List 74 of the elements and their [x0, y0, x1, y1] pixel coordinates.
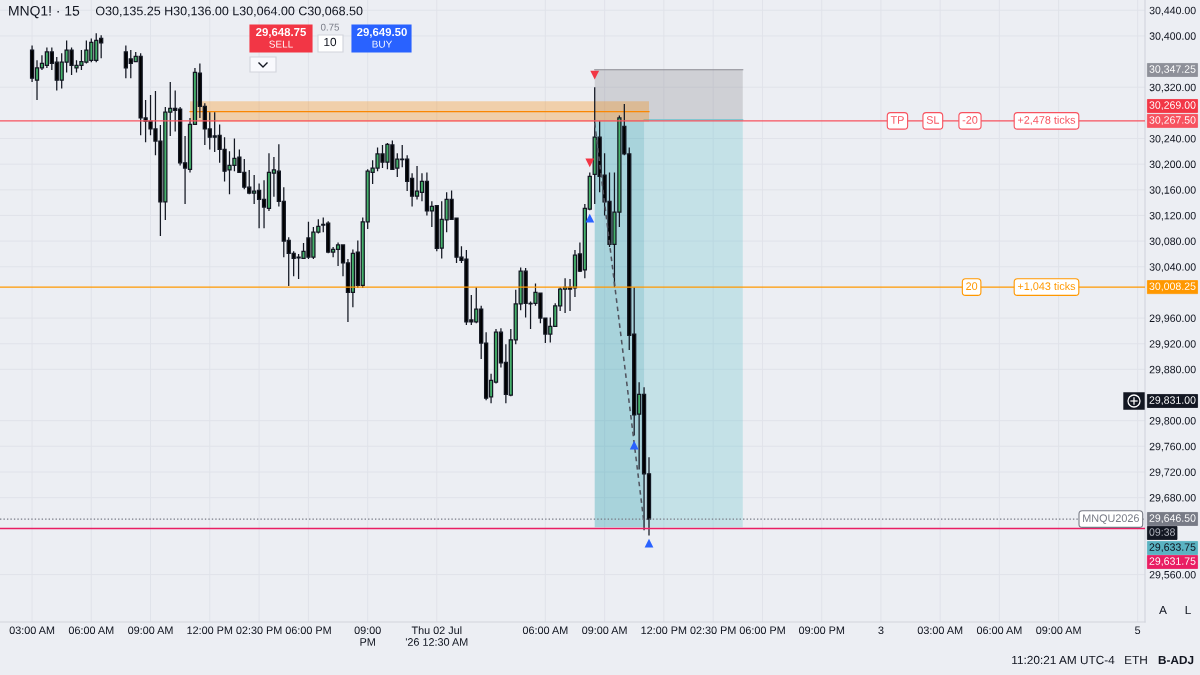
candlestick — [123, 44, 129, 79]
text: L — [1185, 605, 1191, 615]
annotation: 0.75 — [320, 23, 340, 31]
text: 11:20:21 AM UTC-4 — [1012, 655, 1115, 665]
y-tick-label: 30,400.00 — [1149, 32, 1196, 42]
chart-subtitle: O30,135.25 H30,136.00 L30,064.00 C30,068.50 — [95, 6, 363, 17]
x-tick-label: 09:00 PM — [354, 626, 381, 646]
y-tick-label: 30,320.00 — [1149, 83, 1196, 93]
x-tick-label: 5 — [1135, 626, 1141, 635]
x-tick-label: 12:00 PM — [641, 626, 687, 635]
x-tick-label: Thu 02 Jul '26 12:30 AM — [405, 626, 468, 646]
y-tick-label: 30,080.00 — [1149, 237, 1196, 247]
y-tick-label: 30,440.00 — [1149, 6, 1196, 16]
annotation: MNQU2026 — [1083, 514, 1139, 524]
x-tick-label: 03:00 AM — [9, 626, 55, 635]
x-tick-label: 09:00 AM — [582, 626, 627, 635]
text: 29,633.75 — [1149, 543, 1196, 553]
annotation: +1,043 ticks — [1017, 282, 1076, 292]
y-tick-label: 29,880.00 — [1149, 365, 1196, 375]
annotation: SL — [926, 116, 940, 124]
ref-line-label: 30,267.50 — [1149, 116, 1196, 125]
text: ETH — [1125, 655, 1147, 665]
y-tick-label: 30,120.00 — [1149, 211, 1196, 221]
annotation: 29,648.75 — [256, 27, 307, 38]
y-tick-label: 29,560.00 — [1149, 571, 1196, 580]
annotation: TP — [890, 116, 904, 124]
annotation: SELL — [269, 40, 293, 48]
x-tick-label: 06:00 AM — [68, 626, 114, 635]
annotation: 10 — [324, 37, 337, 47]
annotation: +2,478 ticks — [1017, 115, 1076, 126]
y-tick-label: 29,680.00 — [1149, 494, 1196, 503]
x-tick-label: 02:30 PM — [236, 626, 282, 635]
x-tick-label: 06:00 PM — [285, 626, 331, 635]
point — [590, 70, 600, 80]
y-tick-label: 30,240.00 — [1149, 134, 1196, 144]
text: 30,269.00 — [1149, 101, 1196, 111]
candlestick — [641, 386, 647, 531]
y-tick-label: 29,720.00 — [1149, 468, 1196, 478]
x-tick-label: 06:00 PM — [739, 626, 785, 635]
annotation: -20 — [962, 116, 978, 124]
candlestick — [44, 46, 50, 69]
text: 29,831.00 — [1149, 396, 1196, 406]
text: 30,347.25 — [1149, 65, 1196, 75]
text: A — [1159, 605, 1167, 615]
point — [585, 158, 595, 168]
ref-line-label: 29,631.75 — [1149, 557, 1196, 567]
x-tick-label: 3 — [878, 626, 884, 635]
y-tick-label: 29,920.00 — [1149, 340, 1196, 349]
x-tick-label: 09:00 AM — [128, 626, 173, 635]
point — [585, 213, 595, 223]
x-tick-label: 02:30 PM — [690, 626, 736, 635]
annotation: 29,649.50 — [357, 27, 407, 38]
x-tick-label: 06:00 AM — [522, 626, 568, 635]
x-tick-label: 12:00 PM — [187, 626, 233, 635]
annotation: BUY — [372, 40, 393, 48]
text: B-ADJ — [1158, 655, 1194, 665]
x-tick-label: 09:00 PM — [798, 626, 845, 635]
chart-title: MNQ1! · 15 — [9, 5, 80, 19]
x-tick-label: 06:00 AM — [976, 626, 1022, 635]
y-tick-label: 30,160.00 — [1149, 186, 1196, 195]
y-tick-label: 29,760.00 — [1149, 442, 1196, 452]
point — [629, 440, 639, 450]
candlestick — [562, 277, 568, 314]
y-tick-label: 29,960.00 — [1149, 314, 1196, 324]
ref-line-label: 29,646.50 — [1149, 514, 1196, 524]
ref-line-label: 30,008.25 — [1149, 282, 1196, 292]
x-tick-label: 03:00 AM — [917, 626, 963, 635]
text: 09:38 — [1149, 528, 1175, 536]
y-tick-label: 30,200.00 — [1149, 160, 1196, 170]
annotation: 20 — [966, 282, 978, 291]
x-tick-label: 09:00 AM — [1036, 626, 1081, 635]
y-tick-label: 30,040.00 — [1149, 263, 1196, 272]
y-tick-label: 29,800.00 — [1149, 417, 1196, 426]
point — [644, 538, 654, 548]
